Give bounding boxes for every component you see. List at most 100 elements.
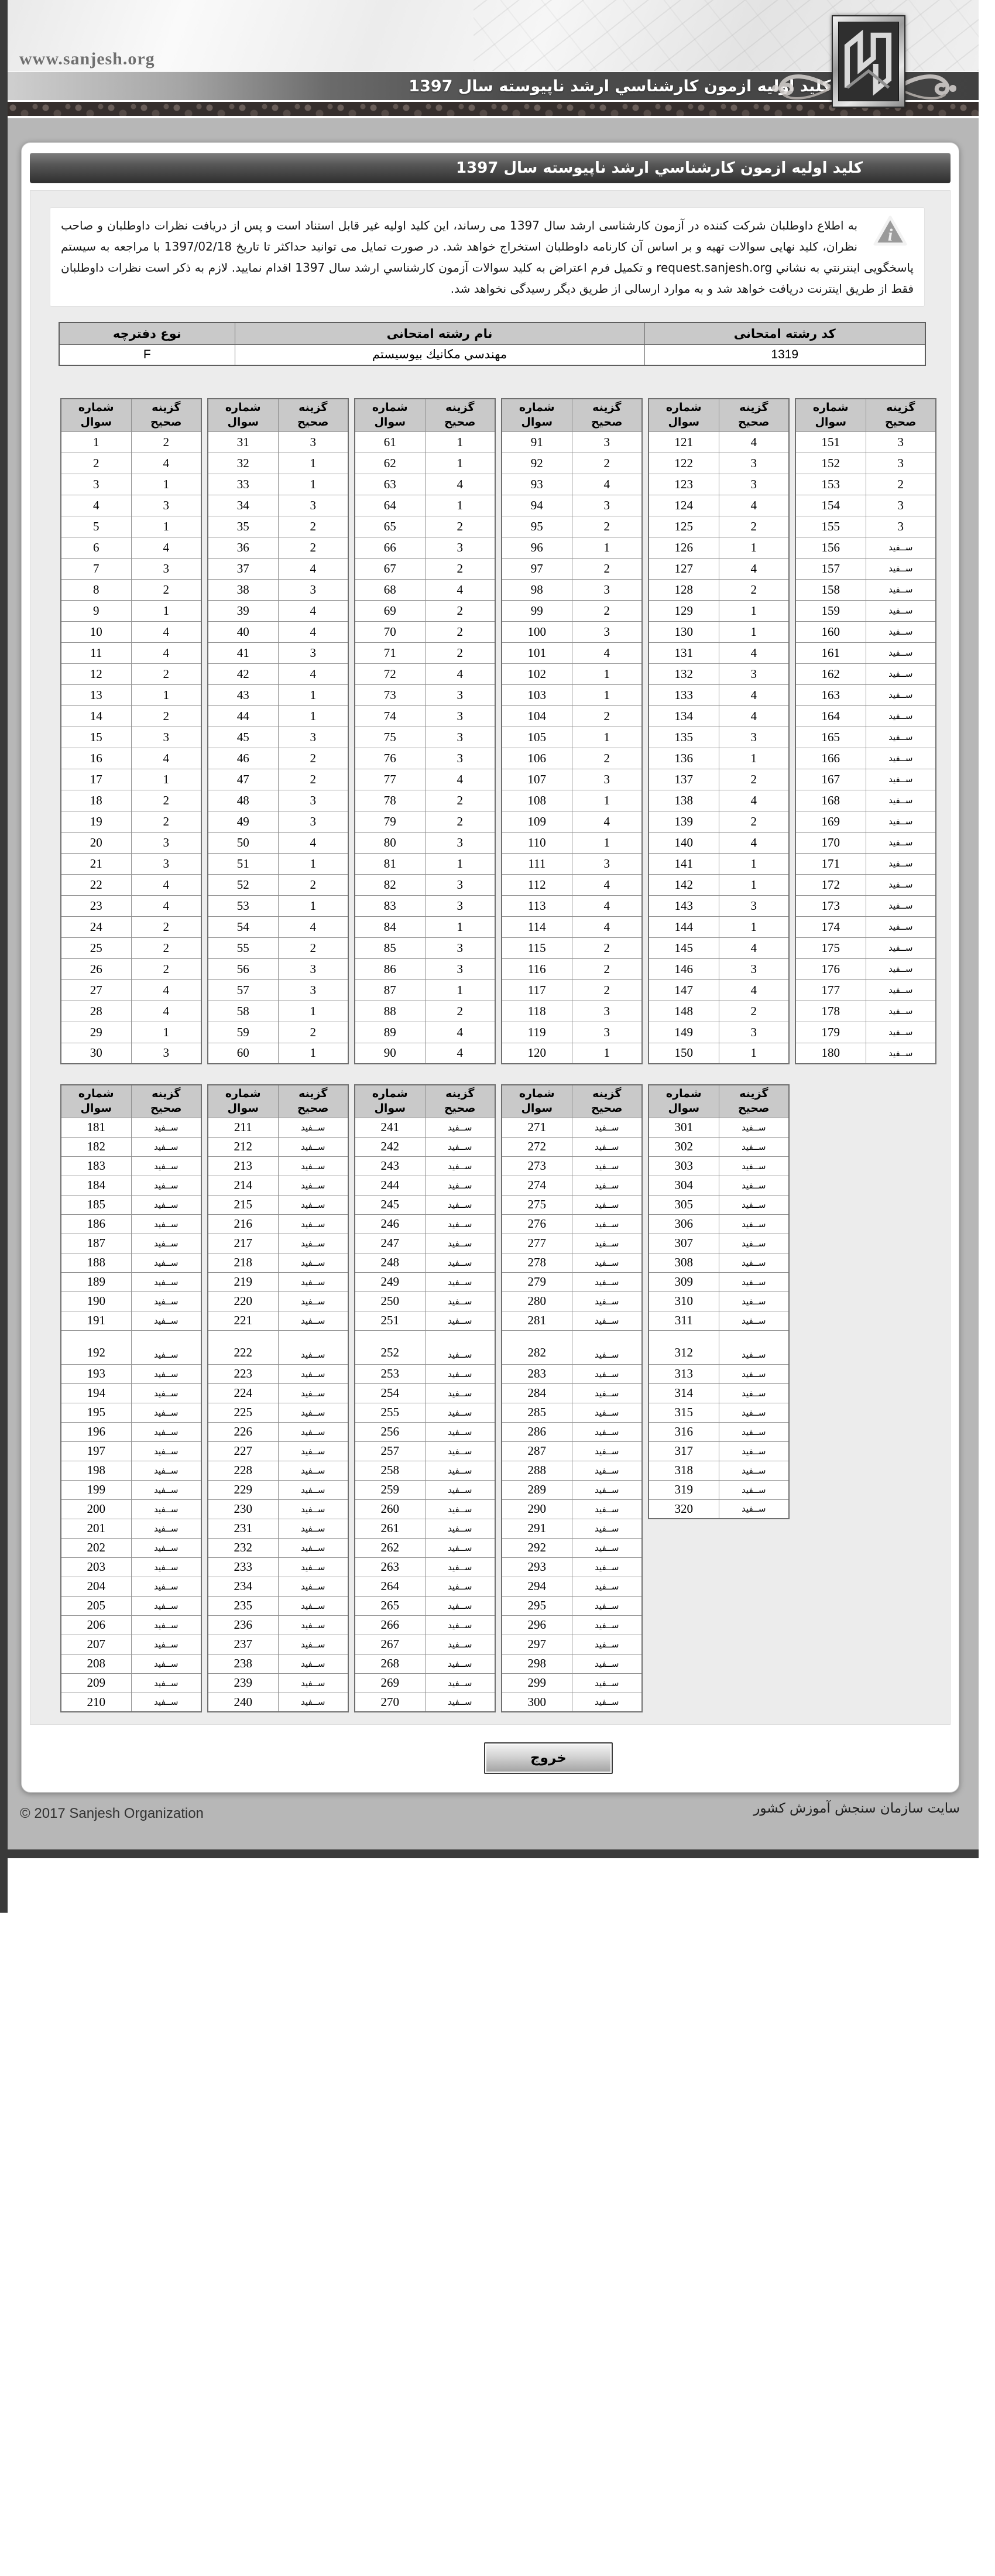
answer-cell: 4 [718,494,790,516]
exit-button[interactable]: خروج [484,1742,613,1774]
answer-cell: 3 [571,431,643,453]
answer-cell: 4 [131,1000,202,1022]
choice-col-header: گزینه صحیح [277,398,349,432]
key-row: 107 3 [501,768,643,790]
key-row: 84 1 [354,916,496,938]
key-row: 34 3 [207,494,349,516]
question-number-cell: 26 [60,958,132,980]
question-number-cell: 318 [648,1460,719,1481]
key-row: 272 ســفید [501,1136,643,1157]
question-number-cell: 170 [795,831,866,854]
key-row: 253 ســفید [354,1364,496,1384]
question-number-cell: 63 [354,473,426,495]
answer-cell: 3 [865,452,936,474]
question-number-cell: 140 [648,831,719,854]
question-number-cell: 84 [354,916,426,938]
key-row: 242 ســفید [354,1136,496,1157]
key-row: 143 3 [648,895,790,917]
key-row: 209 ســفید [60,1673,202,1693]
key-row: 126 1 [648,536,790,559]
question-number-cell: 39 [207,600,279,622]
answer-cell: 4 [277,557,349,580]
key-row: 248 ســفید [354,1252,496,1273]
answer-cell: ســفید [865,557,936,580]
key-row: 105 1 [501,726,643,748]
answer-cell: ســفید [865,810,936,833]
question-number-cell: 1 [60,431,132,453]
question-number-cell: 214 [207,1175,279,1195]
answer-cell: ســفید [865,937,936,959]
key-row: 292 ســفید [501,1537,643,1558]
key-row: 96 1 [501,536,643,559]
key-row: 182 ســفید [60,1136,202,1157]
answer-cell: 4 [277,600,349,622]
key-row: 220 ســفید [207,1291,349,1311]
question-number-cell: 198 [60,1460,132,1481]
key-row: 265 ســفید [354,1595,496,1616]
answer-cell: 2 [131,916,202,938]
answer-cell: ســفید [865,789,936,811]
key-row: 132 3 [648,663,790,685]
question-number-cell: 298 [501,1653,572,1674]
key-row: 165 ســفید [795,726,936,748]
answer-cell: ســفید [571,1310,643,1331]
question-number-cell: 92 [501,452,572,474]
answer-cell: ســفید [424,1441,496,1461]
question-number-cell: 246 [354,1214,426,1234]
answer-cell: 2 [131,705,202,727]
exam-name-header: نام رشته امتحانی [234,322,645,345]
answer-cell: ســفید [571,1421,643,1442]
question-number-cell: 165 [795,726,866,748]
question-number-cell: 257 [354,1441,426,1461]
key-row: 103 1 [501,684,643,706]
answer-cell: ســفید [277,1537,349,1558]
key-row: 108 1 [501,789,643,811]
question-number-cell: 18 [60,789,132,811]
key-row: 89 4 [354,1021,496,1043]
question-number-cell: 141 [648,852,719,875]
site-header: www.sanjesh.org کلید اولیه ازمون کارشناس… [8,0,979,118]
answer-cell: 2 [131,958,202,980]
answer-cell: ســفید [277,1214,349,1234]
key-row: 175 ســفید [795,937,936,959]
question-number-cell: 121 [648,431,719,453]
answer-cell: 2 [131,789,202,811]
answer-cell: ســفید [424,1175,496,1195]
key-row: 148 2 [648,1000,790,1022]
answer-cell: 1 [718,916,790,938]
key-row: 17 1 [60,768,202,790]
question-number-cell: 149 [648,1021,719,1043]
answer-cell: ســفید [865,663,936,685]
answer-cell: ســفید [277,1615,349,1635]
answer-cell: ســفید [718,1252,790,1273]
question-number-cell: 77 [354,768,426,790]
key-row: 88 2 [354,1000,496,1022]
question-number-cell: 303 [648,1156,719,1176]
key-row: 189 ســفید [60,1272,202,1292]
key-row: 53 1 [207,895,349,917]
answer-cell: 4 [277,663,349,685]
question-number-cell: 171 [795,852,866,875]
key-row: 37 4 [207,557,349,580]
question-number-cell: 72 [354,663,426,685]
key-row: 279 ســفید [501,1272,643,1292]
key-row: 192 ســفید [60,1330,202,1365]
answer-cell: 3 [131,494,202,516]
key-row: 82 3 [354,873,496,896]
key-row: 218 ســفید [207,1252,349,1273]
answer-cell: ســفید [131,1156,202,1176]
question-number-cell: 213 [207,1156,279,1176]
answer-cell: ســفید [718,1402,790,1423]
question-number-cell: 174 [795,916,866,938]
answer-cell: 1 [424,979,496,1001]
key-row: 291 ســفید [501,1518,643,1539]
answer-cell: ســفید [571,1557,643,1577]
answer-cell: ســفید [277,1175,349,1195]
answer-cell: ســفید [424,1383,496,1403]
answer-key-table: شماره سوال گزینه صحیح 301 ســفید 302 ســفید 303 س… [648,1084,790,1519]
answer-cell: ســفید [571,1214,643,1234]
key-row: 22 4 [60,873,202,896]
question-number-cell: 58 [207,1000,279,1022]
answer-cell: ســفید [131,1692,202,1712]
